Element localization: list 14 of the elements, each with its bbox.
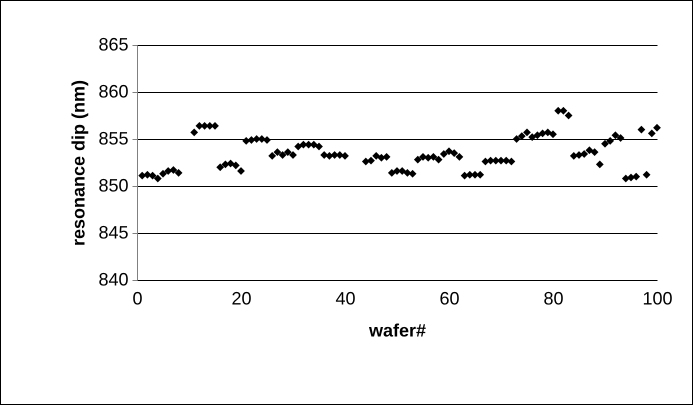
y-tick-label: 840 [98, 270, 128, 290]
y-tick-label: 850 [98, 176, 128, 196]
x-tick-label: 40 [335, 288, 356, 308]
y-axis-title: resonance dip (nm) [68, 80, 88, 246]
y-tick-label: 845 [98, 222, 128, 242]
x-tick-label: 80 [543, 288, 564, 308]
x-tick-label: 0 [132, 288, 143, 308]
y-tick-label: 855 [98, 128, 128, 148]
y-tick-label: 865 [98, 34, 128, 54]
x-tick-label: 60 [439, 288, 460, 308]
y-tick-label: 860 [98, 82, 128, 102]
x-tick-label: 20 [231, 288, 252, 308]
x-axis-title: wafer# [368, 320, 426, 340]
x-tick-label: 100 [642, 288, 673, 308]
